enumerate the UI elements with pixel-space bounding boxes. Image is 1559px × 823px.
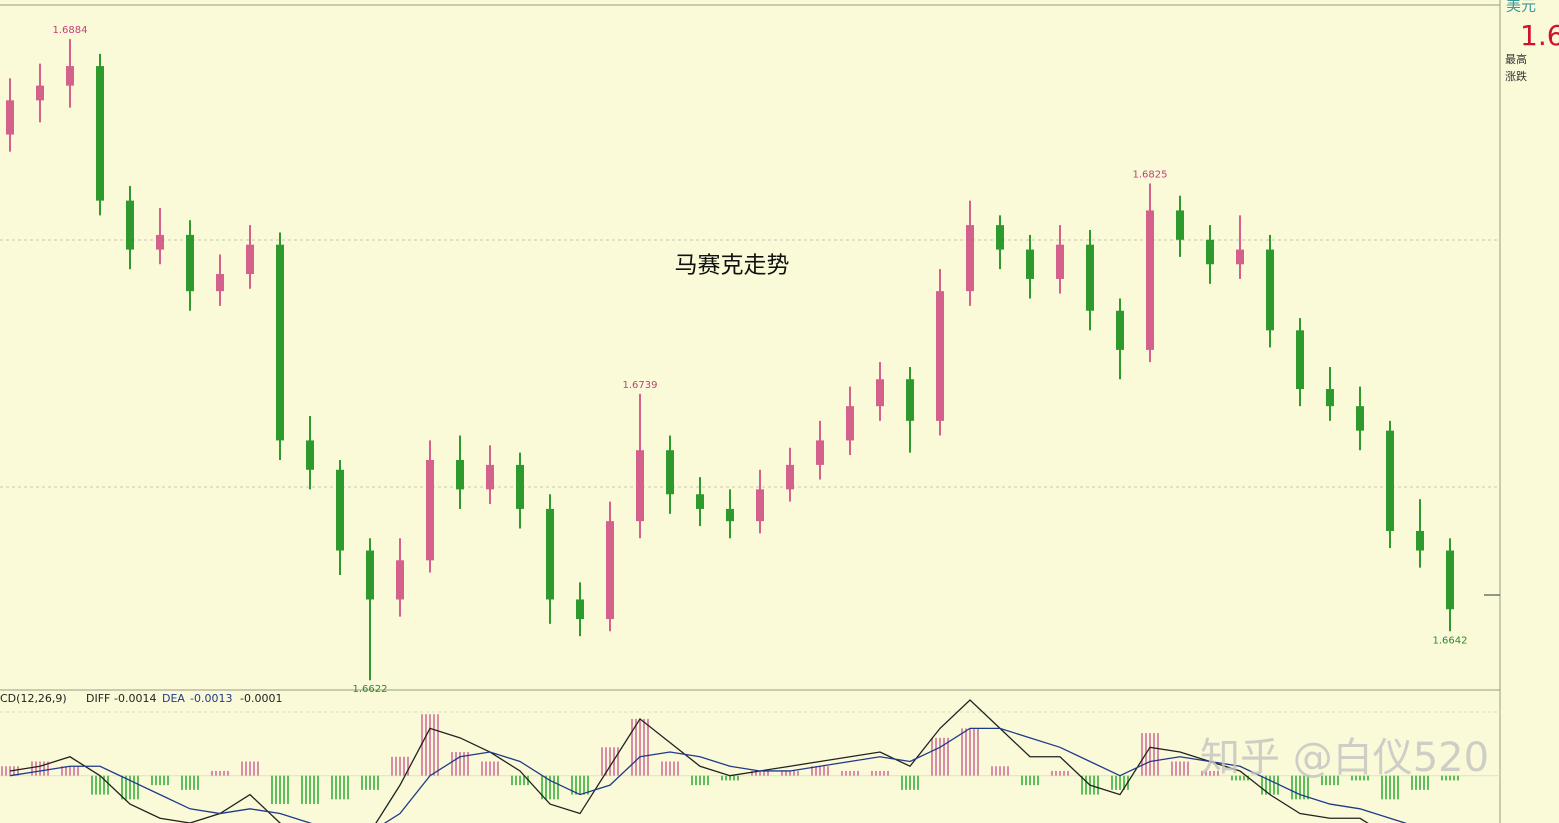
- candle-body: [1296, 330, 1304, 390]
- candle-body: [66, 66, 74, 86]
- candle-body: [1206, 239, 1214, 265]
- candle-body: [1116, 310, 1124, 350]
- watermark: 知乎 @白仪520: [1200, 735, 1489, 781]
- macd-value: -0.0001: [240, 692, 282, 705]
- candle-body: [336, 469, 344, 551]
- dea-label: DEA: [162, 692, 185, 705]
- candle-body: [186, 234, 194, 292]
- candle-body: [1356, 406, 1364, 431]
- candle-body: [1326, 389, 1334, 407]
- macd-label: CD(12,26,9): [0, 692, 67, 705]
- candle-body: [246, 244, 254, 275]
- candle-body: [696, 494, 704, 509]
- diff-value: -0.0014: [114, 692, 156, 705]
- candle-body: [486, 464, 494, 490]
- dea-line: [9, 727, 1408, 823]
- candle-body: [906, 379, 914, 421]
- candle-body: [1416, 530, 1424, 551]
- chart-title: 马赛克走势: [675, 253, 790, 279]
- candle-body: [636, 450, 644, 522]
- candle-body: [96, 66, 104, 201]
- diff-label: DIFF: [86, 692, 110, 705]
- candle-body: [1386, 430, 1394, 531]
- candle-body: [726, 508, 734, 522]
- candle-body: [216, 274, 224, 292]
- macd-panel: [0, 699, 1500, 823]
- high-label: 1.6825: [1133, 170, 1168, 181]
- candle-body: [456, 460, 464, 490]
- candle-body: [1086, 244, 1094, 311]
- candle-body: [306, 440, 314, 470]
- candle-body: [936, 291, 944, 421]
- symbol: 美元: [1506, 0, 1536, 15]
- candle-body: [426, 460, 434, 561]
- info-label: 最高: [1505, 52, 1527, 66]
- candle-body: [786, 464, 794, 490]
- candle-body: [546, 508, 554, 600]
- candle-body: [366, 550, 374, 600]
- last-price: 1.6: [1520, 19, 1559, 52]
- info-label: 涨跌: [1505, 69, 1527, 83]
- candle-body: [396, 560, 404, 600]
- candle-body: [966, 225, 974, 292]
- candle-body: [996, 225, 1004, 250]
- dea-value: -0.0013: [190, 692, 232, 705]
- low-label: 1.6622: [353, 684, 388, 695]
- candle-body: [576, 599, 584, 620]
- candle-body: [1176, 210, 1184, 240]
- candle-body: [126, 200, 134, 250]
- low-label: 1.6642: [1433, 635, 1468, 646]
- candle-body: [1236, 249, 1244, 265]
- candles: [6, 39, 1454, 681]
- candle-body: [846, 406, 854, 441]
- candle-body: [666, 450, 674, 495]
- candle-body: [1446, 550, 1454, 610]
- candle-body: [876, 379, 884, 407]
- candle-body: [516, 464, 524, 509]
- candle-body: [156, 234, 164, 250]
- candle-body: [6, 100, 14, 135]
- annotations: 1.6884 1.6622 1.6739 1.6825 1.6642: [53, 25, 1468, 695]
- candle-body: [1146, 210, 1154, 350]
- candle-body: [816, 440, 824, 465]
- high-label: 1.6884: [53, 25, 88, 36]
- candle-body: [756, 489, 764, 522]
- candle-body: [1266, 249, 1274, 331]
- high-label: 1.6739: [623, 380, 658, 391]
- candle-body: [1056, 244, 1064, 279]
- candle-body: [276, 244, 284, 441]
- candle-body: [606, 521, 614, 620]
- candle-body: [36, 85, 44, 101]
- candle-body: [1026, 249, 1034, 279]
